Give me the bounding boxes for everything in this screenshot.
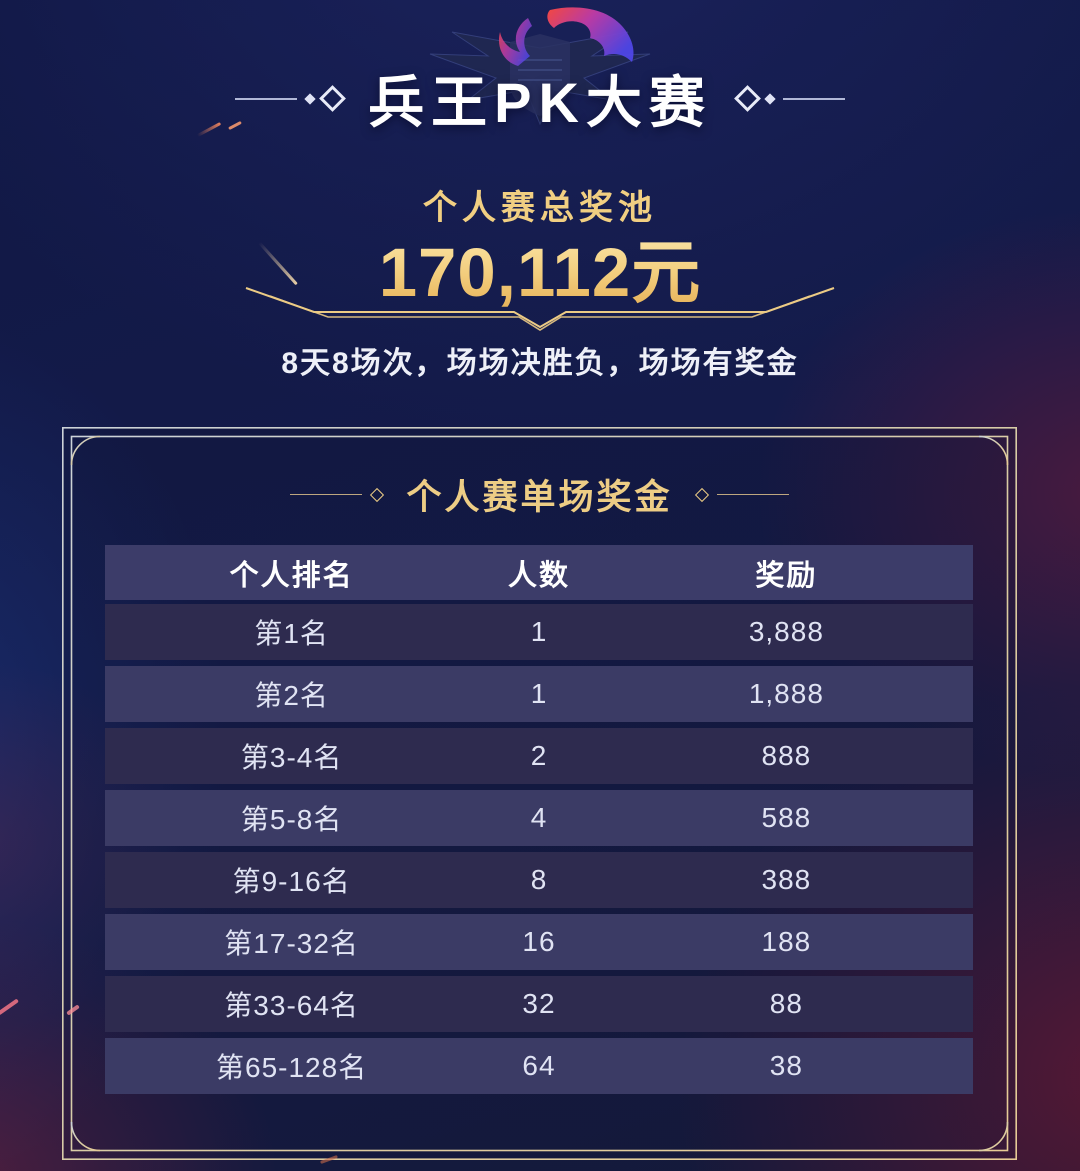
event-subtitle: 8天8场次，场场决胜负，场场有奖金: [281, 347, 799, 380]
diamond-ornament-icon: [304, 92, 316, 105]
table-cell: 588: [761, 802, 812, 833]
table-cell: 第17-32名: [224, 928, 359, 959]
table-cell: 16: [522, 926, 556, 957]
dragon-logo-icon: [429, 7, 651, 126]
section-title: 个人赛单场奖金: [406, 478, 673, 517]
prize-pool-label: 个人赛总奖池: [423, 189, 657, 227]
section-ornament-left: [290, 487, 392, 502]
table-row: 第1名 1 3,888: [105, 604, 973, 660]
diamond-ornament-icon: [764, 92, 776, 105]
table-cell: 1,888: [748, 678, 824, 709]
spark: [0, 998, 19, 1016]
table-row: 第17-32名 16 188: [105, 914, 973, 970]
table-cell: 64: [522, 1050, 556, 1081]
table-header-cell: 个人排名: [229, 559, 354, 592]
section-head: 个人赛单场奖金: [62, 469, 1017, 520]
table-cell: 第65-128名: [216, 1052, 368, 1083]
prize-panel: 个人赛单场奖金 个人排名 人数 奖励第1名 1 3,888 第2名 1 1,888 第3-4名 2…: [62, 427, 1017, 1160]
section-ornament-right: [687, 487, 789, 502]
table-cell: 8: [530, 864, 548, 895]
table-cell: 3,888: [748, 616, 824, 647]
table-cell: 第2名: [254, 680, 329, 711]
table-cell: 38: [769, 1050, 803, 1081]
table-cell: 188: [761, 926, 812, 957]
table-cell: 第33-64名: [224, 990, 359, 1021]
ornament-line: [235, 97, 298, 100]
prize-table: 个人排名 人数 奖励 第1名 1 3,888 第2名 1 1,888 第3-4名 2 888 第5-8名…: [105, 545, 973, 1100]
table-cell: 2: [530, 740, 548, 771]
prize-pool-amount: 170,112元: [0, 216, 1080, 316]
ornament-line: [716, 493, 789, 496]
diamond-ornament-icon: [733, 85, 761, 112]
table-cell: 第9-16名: [232, 866, 351, 897]
title-ornament-right: [733, 85, 845, 112]
page-title: 兵王PK大赛: [368, 71, 712, 134]
table-cell: 1: [530, 616, 548, 647]
table-cell: 32: [522, 988, 556, 1019]
table-row: 第2名 1 1,888: [105, 666, 973, 722]
table-row: 第3-4名 2 888: [105, 728, 973, 784]
prize-divider: [245, 287, 835, 331]
table-cell: 第5-8名: [240, 804, 343, 835]
table-cell: 第1名: [254, 618, 329, 649]
title-ornament-left: [235, 85, 347, 112]
panel-frame: [62, 427, 1017, 1160]
table-cell: 4: [530, 802, 548, 833]
table-row: 第65-128名 64 38: [105, 1038, 973, 1094]
table-header-cell: 人数: [507, 559, 570, 592]
title-row: 兵王PK大赛: [0, 58, 1080, 139]
ornament-line: [782, 97, 845, 100]
diamond-ornament-icon: [370, 487, 385, 502]
ornament-line: [290, 493, 363, 496]
table-cell: 888: [761, 740, 812, 771]
table-cell: 1: [530, 678, 548, 709]
diamond-ornament-icon: [694, 487, 709, 502]
table-header-row: 个人排名 人数 奖励: [105, 545, 973, 600]
table-cell: 388: [761, 864, 812, 895]
table-cell: 第3-4名: [240, 742, 343, 773]
table-row: 第9-16名 8 388: [105, 852, 973, 908]
diamond-ornament-icon: [319, 85, 347, 112]
table-row: 第33-64名 32 88: [105, 976, 973, 1032]
table-row: 第5-8名 4 588: [105, 790, 973, 846]
table-header-cell: 奖励: [755, 559, 818, 592]
table-cell: 88: [769, 988, 803, 1019]
